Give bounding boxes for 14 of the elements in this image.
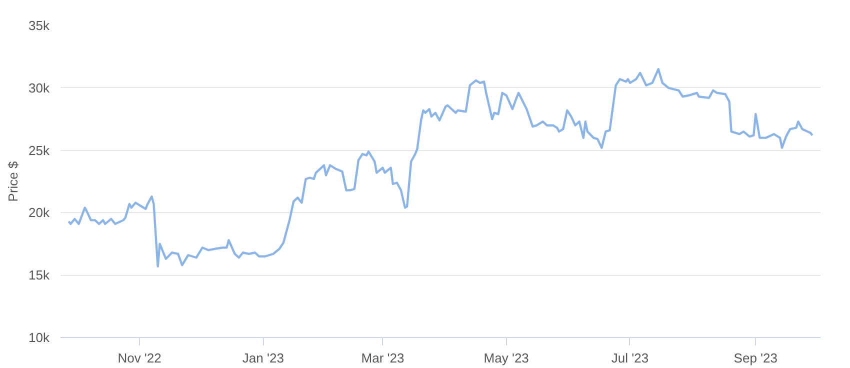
- y-tick-label: 15k: [28, 268, 50, 283]
- x-tick-label: Sep '23: [734, 350, 778, 366]
- y-tick-label: 25k: [28, 142, 50, 158]
- x-tick-label: Jan '23: [242, 350, 284, 366]
- x-tick-label: Nov '22: [118, 350, 162, 366]
- y-tick-label: 20k: [28, 205, 50, 220]
- line-series: [68, 68, 814, 268]
- y-axis-title: Price $: [6, 160, 21, 202]
- y-tick-label: 10k: [28, 330, 50, 345]
- y-tick-label: 35k: [28, 18, 50, 33]
- x-tick-label: Jul '23: [611, 350, 649, 366]
- x-tick-label: May '23: [484, 350, 529, 366]
- x-tick-label: Mar '23: [361, 350, 404, 366]
- y-tick-label: 30k: [28, 80, 50, 96]
